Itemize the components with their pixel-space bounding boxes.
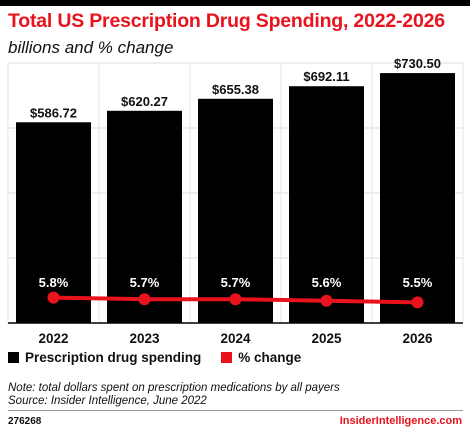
bar-2026 [380, 73, 455, 323]
x-tick-label-2023: 2023 [129, 331, 160, 346]
change-label-2026: 5.5% [403, 275, 433, 290]
x-tick-label-2026: 2026 [402, 331, 433, 346]
bar-2024 [198, 98, 273, 324]
bar-2025 [289, 86, 364, 323]
footnotes: Note: total dollars spent on prescriptio… [8, 382, 340, 408]
legend-swatch-change [221, 352, 233, 363]
bar-value-label-2026: $730.50 [394, 56, 441, 71]
bar-2023 [107, 110, 182, 323]
chart-title: Total US Prescription Drug Spending, 202… [8, 10, 445, 32]
legend-label-spending: Prescription drug spending [25, 350, 202, 365]
change-label-2024: 5.7% [221, 275, 251, 290]
x-tick-label-2024: 2024 [220, 331, 251, 346]
bar-value-label-2024: $655.38 [212, 82, 259, 97]
source-text: Source: Insider Intelligence, June 2022 [8, 395, 207, 407]
x-tick-label-2025: 2025 [311, 331, 342, 346]
legend-item-change: % change [221, 350, 301, 365]
chart-id: 276268 [8, 416, 42, 427]
chart-subtitle: billions and % change [8, 38, 174, 57]
x-tick-label-2022: 2022 [38, 331, 68, 346]
note-text: Note: total dollars spent on prescriptio… [8, 382, 340, 394]
bar-2022 [16, 122, 91, 323]
top-rule [0, 0, 470, 6]
legend-item-spending: Prescription drug spending [8, 350, 201, 365]
change-point-2022 [47, 291, 60, 304]
change-point-2023 [138, 293, 151, 306]
change-label-2022: 5.8% [39, 275, 69, 290]
footer-rule [8, 410, 463, 411]
bar-value-label-2023: $620.27 [121, 94, 168, 109]
legend-label-change: % change [238, 350, 302, 365]
bar-value-label-2022: $586.72 [30, 105, 77, 120]
brand-link[interactable]: InsiderIntelligence.com [339, 415, 462, 427]
change-point-2025 [320, 294, 333, 307]
bar-value-label-2025: $692.11 [303, 69, 349, 84]
change-label-2025: 5.6% [312, 275, 342, 290]
change-point-2024 [229, 293, 242, 306]
change-label-2023: 5.7% [130, 275, 160, 290]
legend: Prescription drug spending % change [8, 350, 321, 365]
change-point-2026 [411, 296, 424, 309]
legend-swatch-spending [8, 352, 19, 363]
